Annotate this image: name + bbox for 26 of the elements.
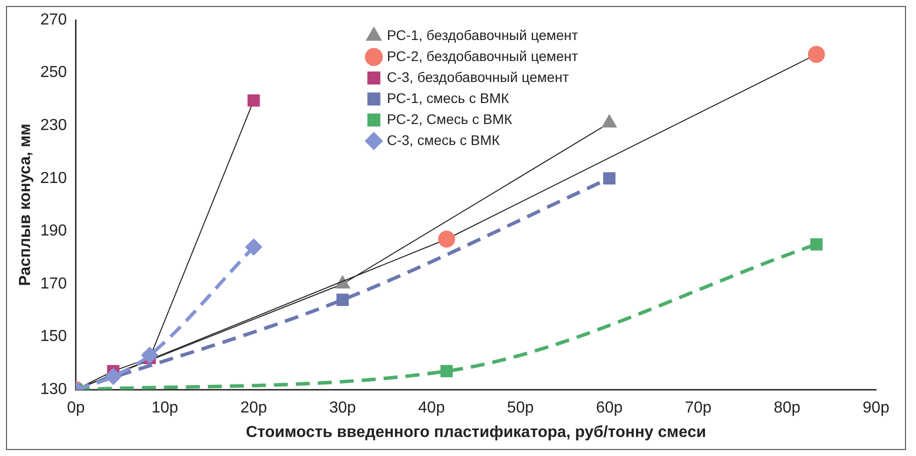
x-axis-title: Стоимость введенного пластификатора, руб/тонну смеси <box>246 424 706 441</box>
legend-label: РС-2, Смесь с ВМК <box>386 110 513 127</box>
x-tick-label: 0р <box>66 400 85 417</box>
y-tick-label: 210 <box>40 170 67 187</box>
y-tick-label: 230 <box>40 117 67 134</box>
y-tick-label: 150 <box>40 328 67 346</box>
x-tick-label: 30р <box>329 400 356 417</box>
x-tick-label: 40р <box>418 400 445 417</box>
y-tick-label: 190 <box>40 222 67 240</box>
x-tick-label: 70р <box>684 400 712 417</box>
y-axis-title: Расплыв конуса, мм <box>17 124 34 286</box>
x-tick-label: 10р <box>151 400 178 417</box>
x-tick-label: 20р <box>240 400 268 417</box>
legend-label: РС-2, бездобавочный цемент <box>386 48 579 64</box>
x-tick-label: 80р <box>774 400 801 417</box>
x-tick-label: 90р <box>862 400 890 417</box>
y-tick-label: 250 <box>40 64 67 82</box>
x-tick-label: 50р <box>507 400 534 417</box>
y-tick-label: 270 <box>40 11 67 28</box>
legend-label: РС-1, бездобавочный цемент <box>386 26 579 43</box>
legend-label: РС-1, смесь с ВМК <box>386 90 510 106</box>
legend-label: С-3, бездобавочный цемент <box>386 68 570 85</box>
legend-label: С-3, смесь с ВМК <box>386 132 501 148</box>
y-tick-label: 130 <box>40 381 67 398</box>
y-tick-label: 170 <box>40 275 67 292</box>
x-tick-label: 60р <box>596 400 623 417</box>
